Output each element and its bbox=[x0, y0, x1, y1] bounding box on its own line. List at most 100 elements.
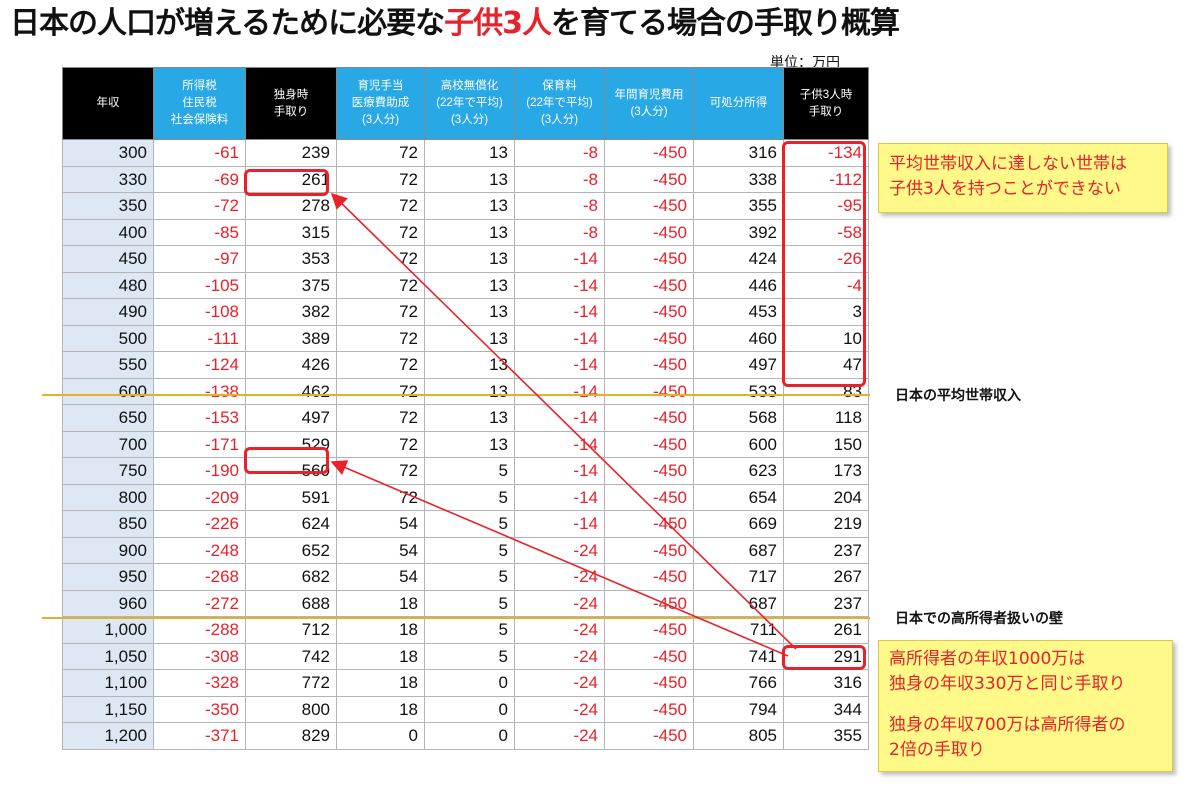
table-cell: 717 bbox=[693, 563, 784, 591]
note2-line3: 独身の年収700万は高所得者の bbox=[889, 715, 1126, 735]
table-cell: -95 bbox=[783, 192, 869, 220]
table-cell: 5 bbox=[424, 589, 515, 617]
title-part1: 日本の人口が増えるために必要な bbox=[10, 6, 445, 41]
table-cell: -328 bbox=[153, 669, 246, 697]
table-row: 450 -97 353 72 13 -14 -450 424 -26 bbox=[62, 245, 869, 273]
table-cell: 0 bbox=[424, 722, 515, 750]
table-cell: -138 bbox=[153, 377, 246, 405]
table-cell: -288 bbox=[153, 616, 246, 644]
table-cell: 315 bbox=[245, 218, 337, 246]
table-cell: 239 bbox=[245, 139, 337, 167]
table-cell: -171 bbox=[153, 430, 246, 458]
table-cell: 829 bbox=[245, 722, 337, 750]
table-cell: -450 bbox=[604, 245, 694, 273]
table-cell: 10 bbox=[783, 324, 869, 352]
table-cell: 900 bbox=[62, 536, 154, 564]
table-row: 550 -124 426 72 13 -14 -450 497 47 bbox=[62, 351, 869, 379]
table-row: 700 -171 529 72 13 -14 -450 600 150 bbox=[62, 430, 869, 458]
table-cell: -450 bbox=[604, 722, 694, 750]
table-cell: 568 bbox=[693, 404, 784, 432]
table-cell: 687 bbox=[693, 536, 784, 564]
table-cell: 72 bbox=[336, 192, 425, 220]
table-row: 330 -69 261 72 13 -8 -450 338 -112 bbox=[62, 165, 869, 193]
table-cell: -14 bbox=[514, 351, 605, 379]
table-cell: 1,050 bbox=[62, 642, 154, 670]
table-cell: -69 bbox=[153, 165, 246, 193]
title-part2: を育てる場合の手取り概算 bbox=[550, 6, 900, 41]
table-cell: 600 bbox=[62, 377, 154, 405]
table-cell: 13 bbox=[424, 165, 515, 193]
table-cell: -450 bbox=[604, 510, 694, 538]
table-cell: -24 bbox=[514, 669, 605, 697]
table-cell: 500 bbox=[62, 324, 154, 352]
table-row: 950 -268 682 54 5 -24 -450 717 267 bbox=[62, 563, 869, 591]
highlight-box-529 bbox=[244, 447, 329, 474]
table-cell: -308 bbox=[153, 642, 246, 670]
table-cell: 712 bbox=[245, 616, 337, 644]
table-cell: 237 bbox=[783, 536, 869, 564]
high-income-line bbox=[42, 617, 870, 619]
table-cell: 54 bbox=[336, 536, 425, 564]
table-cell: -450 bbox=[604, 616, 694, 644]
table-cell: 3 bbox=[783, 298, 869, 326]
column-header: 所得税 住民税 社会保険料 bbox=[153, 67, 246, 140]
table-cell: 204 bbox=[783, 483, 869, 511]
table-cell: -190 bbox=[153, 457, 246, 485]
table-cell: 72 bbox=[336, 404, 425, 432]
table-cell: -112 bbox=[783, 165, 869, 193]
highlight-box-1000 bbox=[782, 645, 866, 670]
table-cell: -450 bbox=[604, 139, 694, 167]
table-cell: -450 bbox=[604, 669, 694, 697]
table-cell: -450 bbox=[604, 165, 694, 193]
table-cell: 237 bbox=[783, 589, 869, 617]
highlight-box-negative-column bbox=[782, 141, 866, 387]
table-cell: -26 bbox=[783, 245, 869, 273]
table-cell: -450 bbox=[604, 271, 694, 299]
table-cell: 13 bbox=[424, 192, 515, 220]
table-cell: 0 bbox=[424, 695, 515, 723]
table-cell: 267 bbox=[783, 563, 869, 591]
note1-line1: 平均世帯収入に達しない世帯は bbox=[889, 154, 1127, 174]
table-cell: 13 bbox=[424, 404, 515, 432]
table-row: 300 -61 239 72 13 -8 -450 316 -134 bbox=[62, 139, 869, 167]
table-cell: 72 bbox=[336, 324, 425, 352]
table-cell: -450 bbox=[604, 218, 694, 246]
column-header: 可処分所得 bbox=[693, 67, 784, 140]
table-cell: 278 bbox=[245, 192, 337, 220]
table-cell: 497 bbox=[693, 351, 784, 379]
table-cell: 450 bbox=[62, 245, 154, 273]
table-row: 750 -190 560 72 5 -14 -450 623 173 bbox=[62, 457, 869, 485]
table-cell: 652 bbox=[245, 536, 337, 564]
table-cell: -450 bbox=[604, 404, 694, 432]
table-cell: 460 bbox=[693, 324, 784, 352]
table-cell: 453 bbox=[693, 298, 784, 326]
table-cell: -24 bbox=[514, 695, 605, 723]
table-cell: -14 bbox=[514, 457, 605, 485]
table-cell: -153 bbox=[153, 404, 246, 432]
table-row: 650 -153 497 72 13 -14 -450 568 118 bbox=[62, 404, 869, 432]
table-cell: -8 bbox=[514, 192, 605, 220]
table-cell: -14 bbox=[514, 324, 605, 352]
table-cell: -450 bbox=[604, 298, 694, 326]
table-cell: -85 bbox=[153, 218, 246, 246]
table-cell: -14 bbox=[514, 377, 605, 405]
table-cell: -24 bbox=[514, 563, 605, 591]
column-header: 子供3人時 手取り bbox=[783, 67, 869, 140]
table-cell: 300 bbox=[62, 139, 154, 167]
table-cell: 18 bbox=[336, 669, 425, 697]
table-cell: 350 bbox=[62, 192, 154, 220]
table-cell: 688 bbox=[245, 589, 337, 617]
table-row: 1,200 -371 829 0 0 -24 -450 805 355 bbox=[62, 722, 869, 750]
column-header: 育児手当 医療費助成 (3人分) bbox=[336, 67, 425, 140]
table-row: 490 -108 382 72 13 -14 -450 453 3 bbox=[62, 298, 869, 326]
average-income-line bbox=[42, 394, 870, 396]
note1-line2: 子供3人を持つことができない bbox=[889, 179, 1121, 199]
table-cell: -24 bbox=[514, 589, 605, 617]
table-cell: 261 bbox=[783, 616, 869, 644]
table-cell: 650 bbox=[62, 404, 154, 432]
table-cell: -272 bbox=[153, 589, 246, 617]
table-cell: 353 bbox=[245, 245, 337, 273]
table-cell: -14 bbox=[514, 271, 605, 299]
table-row: 500 -111 389 72 13 -14 -450 460 10 bbox=[62, 324, 869, 352]
